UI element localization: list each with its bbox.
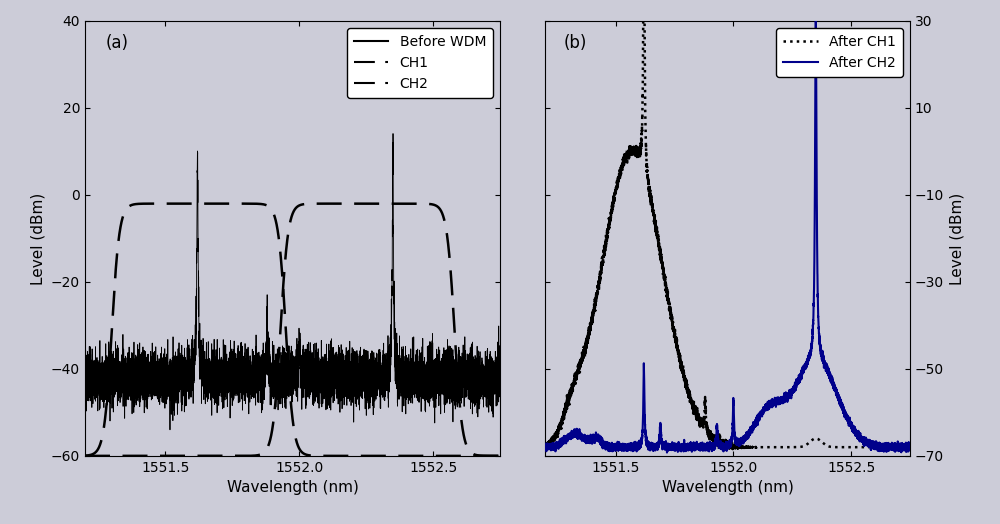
Y-axis label: Level (dBm): Level (dBm) (950, 192, 965, 285)
Legend: Before WDM, CH1, CH2: Before WDM, CH1, CH2 (347, 28, 493, 97)
Text: (b): (b) (563, 34, 587, 52)
Legend: After CH1, After CH2: After CH1, After CH2 (776, 28, 903, 77)
Y-axis label: Level (dBm): Level (dBm) (30, 192, 45, 285)
X-axis label: Wavelength (nm): Wavelength (nm) (227, 481, 358, 495)
X-axis label: Wavelength (nm): Wavelength (nm) (662, 481, 793, 495)
Text: (a): (a) (106, 34, 129, 52)
